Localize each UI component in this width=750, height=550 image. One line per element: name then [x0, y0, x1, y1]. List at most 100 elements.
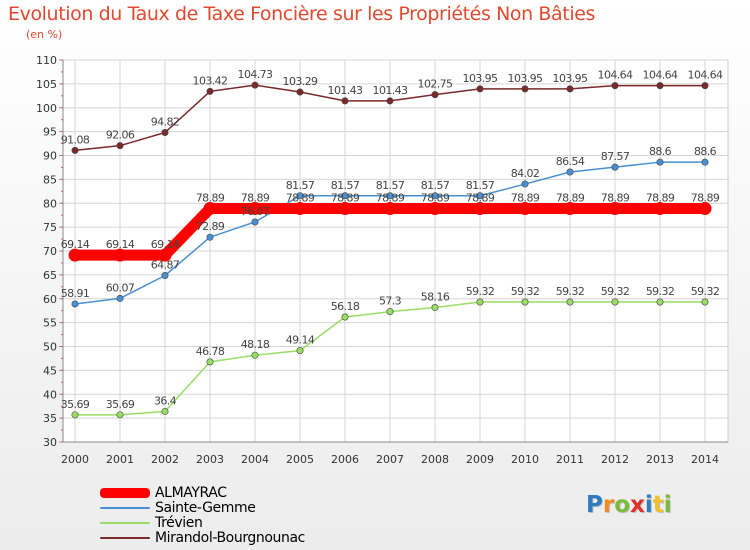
data-label-almayrac: 78.89 — [241, 192, 270, 205]
data-label-almayrac: 78.89 — [466, 192, 495, 205]
data-point-sainte-gemme — [476, 192, 484, 200]
data-label-trevien: 36.4 — [154, 394, 177, 407]
data-point-trevien — [521, 298, 529, 306]
data-label-sainte-gemme: 58.91 — [61, 287, 90, 300]
x-tick-label: 2008 — [421, 453, 449, 466]
data-label-trevien: 59.32 — [466, 285, 495, 298]
data-label-sainte-gemme: 60.07 — [106, 281, 135, 294]
data-label-trevien: 56.18 — [331, 300, 360, 313]
y-tick-label: 95 — [43, 126, 57, 139]
data-label-mirandol-bourgnounac: 104.73 — [238, 68, 273, 81]
data-label-sainte-gemme: 84.02 — [511, 167, 540, 180]
data-label-sainte-gemme: 81.57 — [331, 179, 360, 192]
data-label-almayrac: 69.14 — [61, 238, 90, 251]
data-point-almayrac — [473, 202, 487, 216]
data-label-trevien: 46.78 — [196, 345, 225, 358]
data-label-trevien: 48.18 — [241, 338, 270, 351]
y-tick-label: 110 — [36, 54, 57, 67]
x-tick-label: 2000 — [61, 453, 89, 466]
data-point-trevien — [206, 358, 214, 366]
data-label-almayrac: 78.89 — [601, 192, 630, 205]
data-point-almayrac — [563, 202, 577, 216]
data-label-sainte-gemme: 81.57 — [376, 179, 405, 192]
data-label-trevien: 35.69 — [106, 398, 135, 411]
x-tick-label: 2003 — [196, 453, 224, 466]
data-label-sainte-gemme: 87.57 — [601, 150, 630, 163]
data-point-almayrac — [698, 202, 712, 216]
y-axis-unit-label: (en %) — [26, 28, 63, 41]
data-point-mirandol-bourgnounac — [386, 97, 394, 105]
data-point-almayrac — [338, 202, 352, 216]
y-tick-label: 40 — [43, 388, 57, 401]
data-point-sainte-gemme — [296, 192, 304, 200]
data-point-mirandol-bourgnounac — [476, 85, 484, 93]
data-point-trevien — [116, 411, 124, 419]
legend-label-almayrac: ALMAYRAC — [155, 484, 227, 501]
x-tick-label: 2005 — [286, 453, 314, 466]
data-label-sainte-gemme: 81.57 — [421, 179, 450, 192]
data-point-trevien — [71, 411, 79, 419]
data-label-almayrac: 69.14 — [106, 238, 135, 251]
data-point-mirandol-bourgnounac — [206, 87, 214, 95]
y-tick-label: 100 — [36, 102, 57, 115]
data-label-mirandol-bourgnounac: 94.82 — [151, 115, 180, 128]
data-label-almayrac: 78.89 — [646, 192, 675, 205]
data-label-sainte-gemme: 76.07 — [241, 205, 270, 218]
data-point-mirandol-bourgnounac — [521, 85, 529, 93]
data-point-sainte-gemme — [566, 168, 574, 176]
data-point-sainte-gemme — [206, 233, 214, 241]
data-point-sainte-gemme — [521, 180, 529, 188]
data-label-almayrac: 78.89 — [691, 192, 720, 205]
data-label-mirandol-bourgnounac: 103.95 — [553, 72, 588, 85]
data-label-sainte-gemme: 64.87 — [151, 258, 180, 271]
data-label-almayrac: 78.89 — [196, 192, 225, 205]
y-tick-label: 30 — [43, 436, 57, 449]
data-point-mirandol-bourgnounac — [701, 82, 709, 90]
data-point-sainte-gemme — [116, 294, 124, 302]
data-point-trevien — [341, 313, 349, 321]
x-tick-label: 2007 — [376, 453, 404, 466]
x-tick-label: 2004 — [241, 453, 269, 466]
proxiti-logo: Proxiti — [586, 492, 672, 518]
data-label-mirandol-bourgnounac: 104.64 — [643, 69, 678, 82]
x-tick-label: 2001 — [106, 453, 134, 466]
data-label-sainte-gemme: 81.57 — [286, 179, 315, 192]
y-tick-label: 60 — [43, 293, 57, 306]
data-point-trevien — [611, 298, 619, 306]
legend-swatch-sainte-gemme — [100, 506, 150, 509]
data-point-mirandol-bourgnounac — [566, 85, 574, 93]
data-label-mirandol-bourgnounac: 91.08 — [61, 133, 90, 146]
y-tick-label: 90 — [43, 150, 57, 163]
y-tick-label: 55 — [43, 317, 57, 330]
data-label-mirandol-bourgnounac: 92.06 — [106, 129, 135, 142]
data-point-almayrac — [68, 248, 82, 262]
data-label-almayrac: 78.89 — [376, 192, 405, 205]
legend-label-trevien: Trévien — [155, 514, 203, 531]
data-label-trevien: 58.16 — [421, 291, 450, 304]
data-point-almayrac — [113, 248, 127, 262]
data-label-mirandol-bourgnounac: 101.43 — [328, 84, 363, 97]
data-point-sainte-gemme — [71, 300, 79, 308]
data-point-mirandol-bourgnounac — [116, 142, 124, 150]
data-point-sainte-gemme — [161, 271, 169, 279]
data-point-almayrac — [203, 202, 217, 216]
data-label-mirandol-bourgnounac: 102.75 — [418, 78, 453, 91]
data-label-trevien: 59.32 — [691, 285, 720, 298]
legend-swatch-mirandol-bourgnounac — [100, 536, 150, 539]
data-label-almayrac: 78.89 — [511, 192, 540, 205]
data-point-sainte-gemme — [431, 192, 439, 200]
y-tick-label: 80 — [43, 197, 57, 210]
data-label-mirandol-bourgnounac: 103.42 — [193, 74, 228, 87]
data-point-trevien — [566, 298, 574, 306]
data-point-sainte-gemme — [251, 218, 259, 226]
data-label-trevien: 59.32 — [646, 285, 675, 298]
legend-label-sainte-gemme: Sainte-Gemme — [155, 499, 256, 516]
x-tick-label: 2011 — [556, 453, 584, 466]
legend: ALMAYRAC Sainte-Gemme Trévien Mirandol-B… — [100, 484, 305, 546]
data-label-trevien: 57.3 — [379, 295, 402, 308]
legend-swatch-almayrac — [100, 487, 150, 498]
y-tick-label: 35 — [43, 412, 57, 425]
data-label-trevien: 59.32 — [556, 285, 585, 298]
